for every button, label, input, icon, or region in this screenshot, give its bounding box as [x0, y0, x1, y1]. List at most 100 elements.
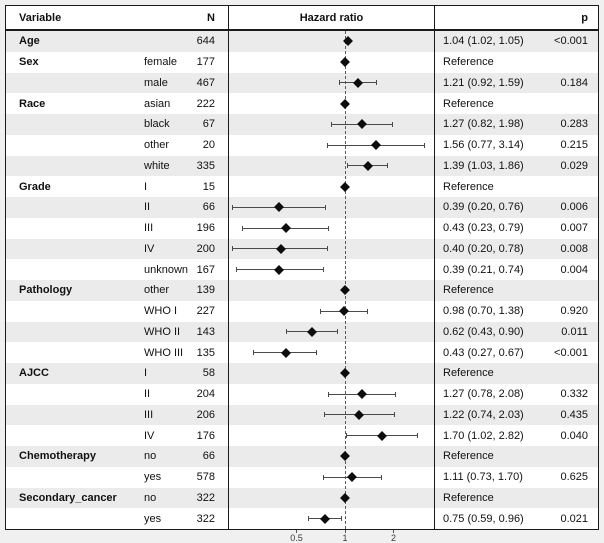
table-row: male 467 1.21 (0.92, 1.59) 0.184 [6, 72, 598, 94]
subgroup-label: WHO II [144, 325, 181, 338]
row-right-cell: Reference [435, 363, 596, 384]
forest-table: Variable N Hazard ratio p Age 644 1.04 ( [5, 5, 599, 530]
subgroup-label: WHO I [144, 305, 177, 318]
n-value: 20 [202, 139, 215, 152]
table-row: Pathology other 139 Reference [6, 280, 598, 301]
n-value: 58 [202, 367, 215, 380]
reference-line [345, 31, 346, 529]
table-row: unknown 167 0.39 (0.21, 0.74) 0.004 [6, 259, 598, 280]
row-right-cell: 0.40 (0.20, 0.78) 0.008 [435, 239, 596, 260]
hr-point-marker [377, 430, 388, 441]
table-row: yes 322 0.75 (0.59, 0.96) 0.021 [6, 508, 598, 529]
hr-point-marker [353, 77, 364, 88]
variable-label: Age [19, 35, 40, 48]
hazard-ratio-plot-cell [228, 217, 435, 239]
hazard-ratio-plot-cell [228, 300, 435, 322]
p-value: 0.021 [560, 512, 588, 525]
hazard-ratio-plot-cell [228, 446, 435, 467]
row-right-cell: 0.75 (0.59, 0.96) 0.021 [435, 508, 596, 529]
x-axis-tick-label: 0.5 [290, 533, 303, 543]
hazard-ratio-plot-cell [228, 280, 435, 301]
table-row: Chemotherapy no 66 Reference [6, 446, 598, 467]
row-left-cell: Age 644 [6, 31, 228, 52]
hr-point-marker [280, 347, 291, 358]
hr-ci-text: 0.43 (0.27, 0.67) [443, 346, 524, 359]
row-right-cell: 0.98 (0.70, 1.38) 0.920 [435, 301, 596, 322]
table-row: Race asian 222 Reference [6, 93, 598, 114]
ci-cap-low [326, 142, 328, 148]
ci-cap-high [416, 433, 418, 439]
subgroup-label: white [144, 159, 170, 172]
hr-ci-text: Reference [443, 284, 494, 297]
hazard-ratio-plot-cell [228, 342, 435, 363]
hazard-ratio-plot-cell [228, 321, 435, 343]
hr-ci-text: Reference [443, 491, 494, 504]
hazard-ratio-header-label: Hazard ratio [299, 11, 364, 24]
table-row: other 20 1.56 (0.77, 3.14) 0.215 [6, 134, 598, 156]
hr-ci-text: Reference [443, 97, 494, 110]
hr-point-marker [275, 243, 286, 254]
variable-label: Secondary_cancer [19, 491, 117, 504]
n-value: 167 [196, 263, 215, 276]
hazard-ratio-plot-cell [228, 134, 435, 156]
p-value: 0.004 [560, 263, 588, 276]
ci-cap-low [235, 267, 237, 273]
ci-cap-high [336, 329, 338, 335]
subgroup-label: female [144, 56, 178, 69]
row-right-cell: Reference [435, 52, 596, 73]
row-left-cell: AJCC I 58 [6, 363, 228, 384]
row-left-cell: II 204 [6, 384, 228, 405]
ci-cap-high [424, 142, 426, 148]
col-header-n: N [207, 11, 215, 24]
row-left-cell: Race asian 222 [6, 93, 228, 114]
ci-cap-low [339, 80, 341, 86]
hr-point-marker [280, 223, 291, 234]
row-left-cell: III 206 [6, 405, 228, 426]
hr-ci-text: Reference [443, 180, 494, 193]
hr-point-marker [306, 326, 317, 337]
hr-ci-text: 0.40 (0.20, 0.78) [443, 242, 524, 255]
hr-ci-text: 1.56 (0.77, 3.14) [443, 139, 524, 152]
table-row: III 196 0.43 (0.23, 0.79) 0.007 [6, 217, 598, 239]
hr-ci-text: 0.62 (0.43, 0.90) [443, 325, 524, 338]
x-axis-tickmark [344, 530, 346, 533]
n-value: 143 [196, 325, 215, 338]
subgroup-label: IV [144, 429, 155, 442]
hr-point-marker [340, 57, 350, 68]
hazard-ratio-plot-cell [228, 72, 435, 94]
hr-point-marker [342, 36, 353, 47]
hr-ci-text: 0.98 (0.70, 1.38) [443, 305, 524, 318]
p-value: 0.008 [560, 242, 588, 255]
row-left-cell: Sex female 177 [6, 52, 228, 73]
hr-point-marker [356, 389, 367, 400]
hazard-ratio-plot-cell [228, 425, 435, 446]
row-left-cell: WHO II 143 [6, 322, 228, 343]
row-left-cell: Pathology other 139 [6, 280, 228, 301]
hazard-ratio-plot-cell [228, 363, 435, 384]
ci-cap-low [242, 225, 244, 231]
hr-ci-text: 1.11 (0.73, 1.70) [443, 471, 523, 484]
hr-ci-text: 1.27 (0.78, 2.08) [443, 388, 524, 401]
hr-point-marker [274, 202, 285, 213]
hr-ci-text: 0.39 (0.21, 0.74) [443, 263, 524, 276]
row-right-cell: 1.56 (0.77, 3.14) 0.215 [435, 135, 596, 156]
hr-ci-text: 1.27 (0.82, 1.98) [443, 118, 524, 131]
hr-point-marker [356, 119, 367, 130]
ci-cap-low [331, 121, 333, 127]
row-right-cell: 1.11 (0.73, 1.70) 0.625 [435, 467, 596, 488]
p-value: 0.184 [560, 76, 588, 89]
hr-point-marker [363, 160, 373, 171]
hazard-ratio-plot-cell [228, 51, 435, 73]
row-left-cell: unknown 167 [6, 259, 228, 280]
n-value: 206 [196, 408, 215, 421]
p-value: 0.029 [560, 159, 588, 172]
p-value: 0.332 [560, 388, 588, 401]
subgroup-label: I [144, 367, 148, 380]
hazard-ratio-plot-cell [228, 176, 435, 197]
header-left-section: Variable N [6, 6, 228, 29]
p-header-label: p [581, 11, 588, 24]
subgroup-label: II [144, 388, 151, 401]
ci-cap-low [232, 246, 234, 252]
p-value: 0.625 [560, 471, 588, 484]
